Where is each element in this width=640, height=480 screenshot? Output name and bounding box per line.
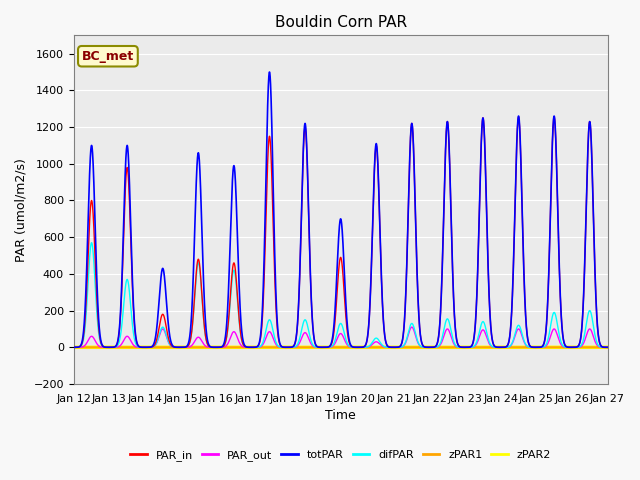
Legend: PAR_in, PAR_out, totPAR, difPAR, zPAR1, zPAR2: PAR_in, PAR_out, totPAR, difPAR, zPAR1, … [125, 446, 556, 466]
X-axis label: Time: Time [325, 409, 356, 422]
Y-axis label: PAR (umol/m2/s): PAR (umol/m2/s) [15, 158, 28, 262]
Text: BC_met: BC_met [82, 50, 134, 63]
Title: Bouldin Corn PAR: Bouldin Corn PAR [275, 15, 406, 30]
